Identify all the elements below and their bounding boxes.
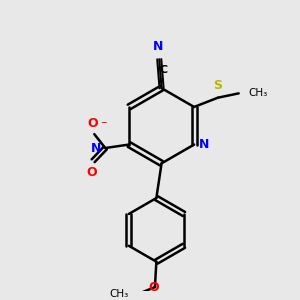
Text: O: O (86, 166, 97, 179)
Text: CH₃: CH₃ (248, 88, 267, 98)
Text: C: C (160, 65, 168, 75)
Text: N: N (199, 138, 210, 151)
Text: O: O (88, 116, 98, 130)
Text: ⁻: ⁻ (100, 119, 107, 132)
Text: S: S (213, 79, 222, 92)
Text: N: N (91, 142, 101, 154)
Text: N: N (153, 40, 164, 53)
Text: O: O (149, 280, 159, 294)
Text: CH₃: CH₃ (110, 290, 129, 299)
